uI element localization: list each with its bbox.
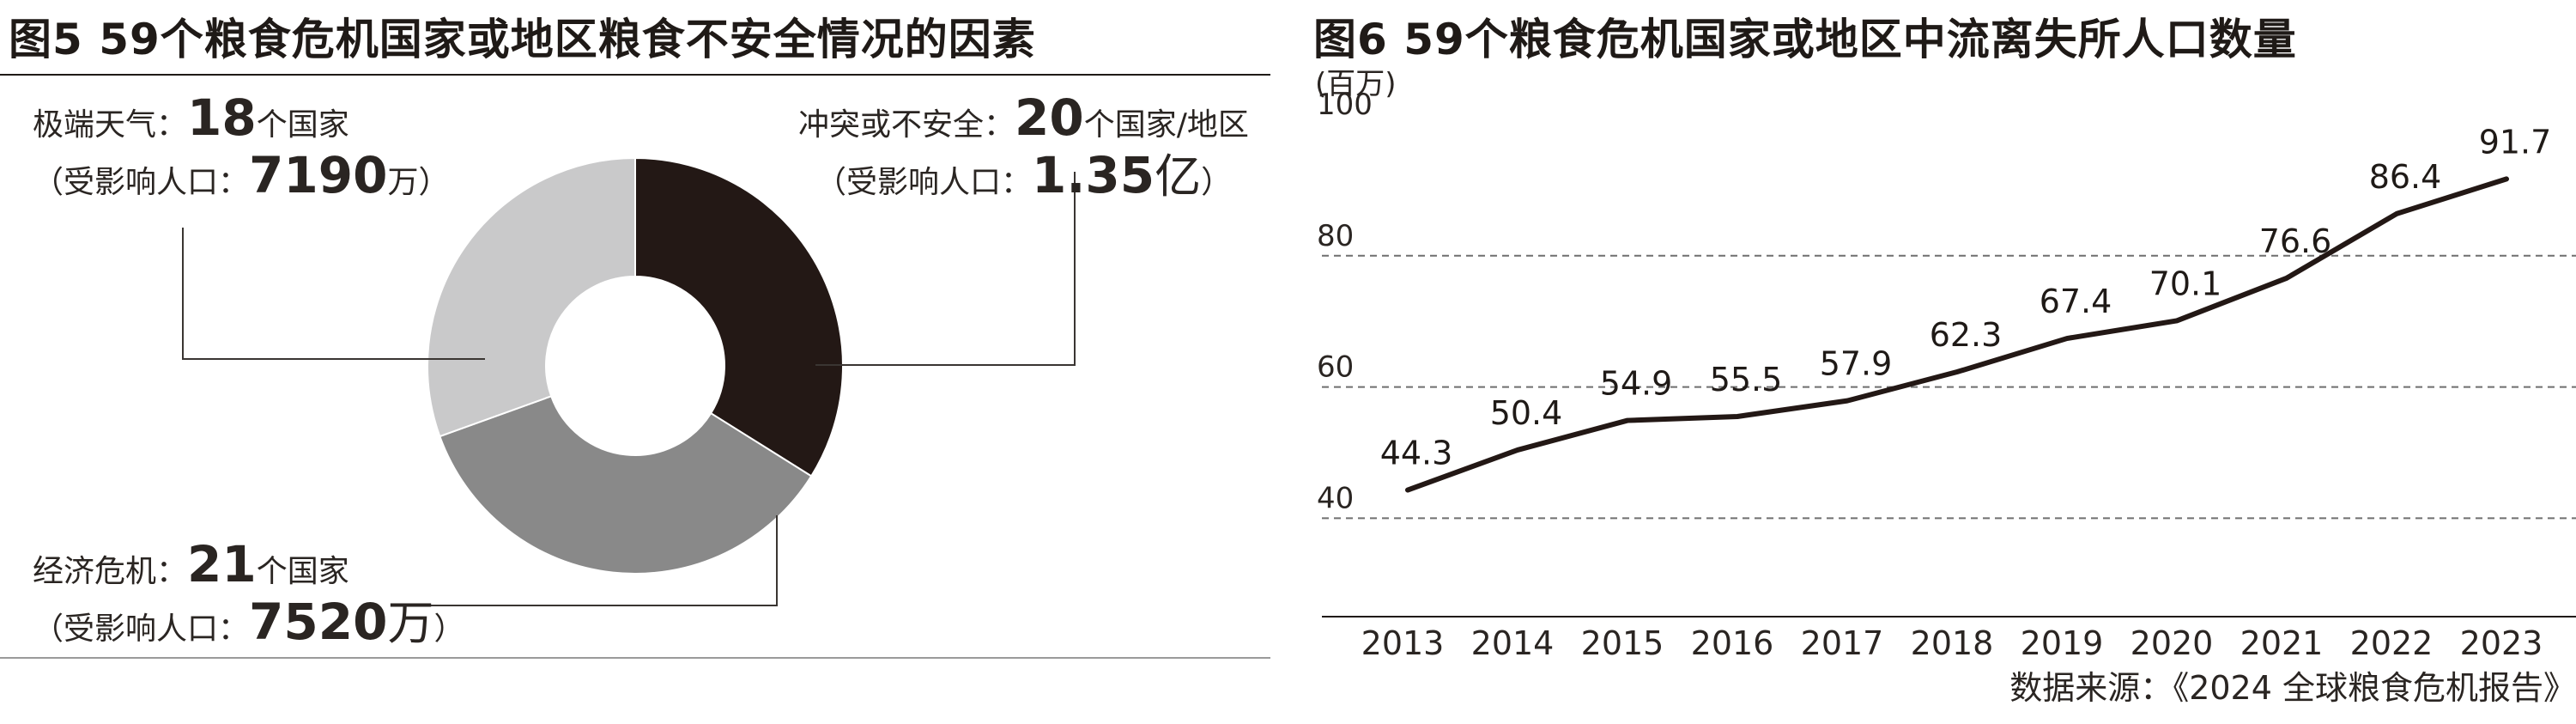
data-point [2176, 319, 2178, 322]
x-tick-label: 2013 [1361, 624, 1445, 662]
data-point [1956, 371, 1958, 374]
label-colon: ： [156, 107, 188, 143]
leader-line-economic-crisis [425, 515, 778, 606]
data-point [1627, 419, 1628, 422]
x-tick-label: 2015 [1581, 624, 1664, 662]
donut-slice-extreme-weather [427, 156, 636, 438]
leader-line-extreme-weather [182, 228, 485, 360]
label-count: 20 [1015, 88, 1084, 147]
y-unit-label: (百万) [1315, 67, 1397, 101]
label-colon: ： [156, 554, 188, 589]
label-pop-suffix: ） [1201, 164, 1233, 200]
label-conflict: 冲突或不安全：20个国家/地区 （受影响人口：1.35亿） [798, 89, 1249, 204]
label-pop-value: 1.35 [1032, 145, 1155, 204]
data-point [1737, 415, 1738, 417]
label-count: 18 [187, 88, 257, 147]
label-extreme-weather: 极端天气：18个国家 （受影响人口：7190万） [33, 89, 449, 204]
label-pop-prefix: （受影响人口： [815, 164, 1033, 200]
y-tick-label: 100 [1317, 88, 1373, 122]
data-label: 50.4 [1490, 394, 1563, 432]
y-tick-label: 80 [1317, 219, 1354, 253]
x-tick-label: 2020 [2131, 624, 2214, 662]
x-tick-label: 2022 [2350, 624, 2434, 662]
line-chart-title: 图6 59个粮食危机国家或地区中流离失所人口数量 [1313, 15, 2297, 64]
data-point [2506, 178, 2507, 180]
data-point [2396, 212, 2397, 215]
data-label: 44.3 [1380, 435, 1453, 472]
label-pop-value: 7520 [249, 592, 388, 651]
label-economic-crisis: 经济危机：21个国家 （受影响人口：7520万） [33, 536, 464, 650]
data-point [2286, 277, 2288, 279]
x-tick-label: 2018 [1911, 624, 1994, 662]
data-label: 70.1 [2149, 265, 2222, 302]
label-count-unit: 个国家 [256, 107, 349, 143]
label-name: 冲突或不安全 [798, 107, 985, 143]
leader-line-conflict [815, 172, 1076, 366]
y-tick-label: 40 [1317, 481, 1354, 515]
y-tick-label: 60 [1317, 350, 1354, 385]
donut-chart-title: 图5 59个粮食危机国家或地区粮食不安全情况的因素 [9, 15, 1036, 64]
x-tick-label: 2016 [1691, 624, 1774, 662]
label-pop-prefix: （受影响人口： [33, 164, 250, 200]
donut-slice-conflict [634, 156, 844, 478]
label-name: 极端天气 [33, 107, 157, 143]
data-label: 67.4 [2040, 283, 2112, 320]
x-tick-label: 2019 [2021, 624, 2104, 662]
data-point [1517, 448, 1518, 451]
data-point [1407, 489, 1409, 491]
title-rule [0, 74, 1270, 76]
donut-chart [182, 156, 1076, 606]
x-tick-label: 2021 [2240, 624, 2324, 662]
data-source: 数据来源：《2024 全球粮食危机报告》 [2009, 669, 2576, 707]
data-label: 91.7 [2479, 123, 2552, 161]
data-label: 55.5 [1710, 361, 1783, 399]
donut-chart-panel: 图5 59个粮食危机国家或地区粮食不安全情况的因素 极端天气：18个国家 （受影… [0, 0, 1270, 724]
donut-slice-economic-crisis [439, 395, 813, 575]
label-count-unit: 个国家 [256, 554, 349, 589]
label-pop-suffix: ） [418, 164, 450, 200]
x-tick-label: 2017 [1801, 624, 1884, 662]
data-label: 62.3 [1930, 316, 2003, 354]
label-count-unit: 个国家/地区 [1083, 107, 1249, 143]
label-pop-unit: 万 [387, 595, 434, 650]
label-pop-suffix: ） [433, 611, 465, 647]
data-label: 86.4 [2369, 158, 2442, 196]
label-name: 经济危机 [33, 554, 157, 589]
data-label: 57.9 [1820, 345, 1893, 383]
data-label: 54.9 [1600, 365, 1673, 403]
label-pop-prefix: （受影响人口： [33, 611, 250, 647]
label-pop-unit: 万 [387, 164, 419, 200]
data-point [2066, 338, 2068, 340]
data-label: 76.6 [2259, 222, 2332, 260]
label-pop-value: 7190 [249, 145, 388, 204]
x-tick-label: 2023 [2460, 624, 2543, 662]
label-colon: ： [984, 107, 1015, 143]
label-count: 21 [187, 535, 257, 593]
bottom-rule [0, 657, 1270, 659]
label-pop-unit: 亿 [1155, 149, 1202, 204]
line-chart-panel: 图6 59个粮食危机国家或地区中流离失所人口数量 (百万) 40 60 80 100 … [1313, 0, 2576, 724]
data-point [1846, 399, 1848, 402]
line-chart: 40 60 80 100 2013 2014 2015 2016 2017 2018 2019 20… [1317, 88, 2576, 662]
x-tick-label: 2014 [1471, 624, 1555, 662]
